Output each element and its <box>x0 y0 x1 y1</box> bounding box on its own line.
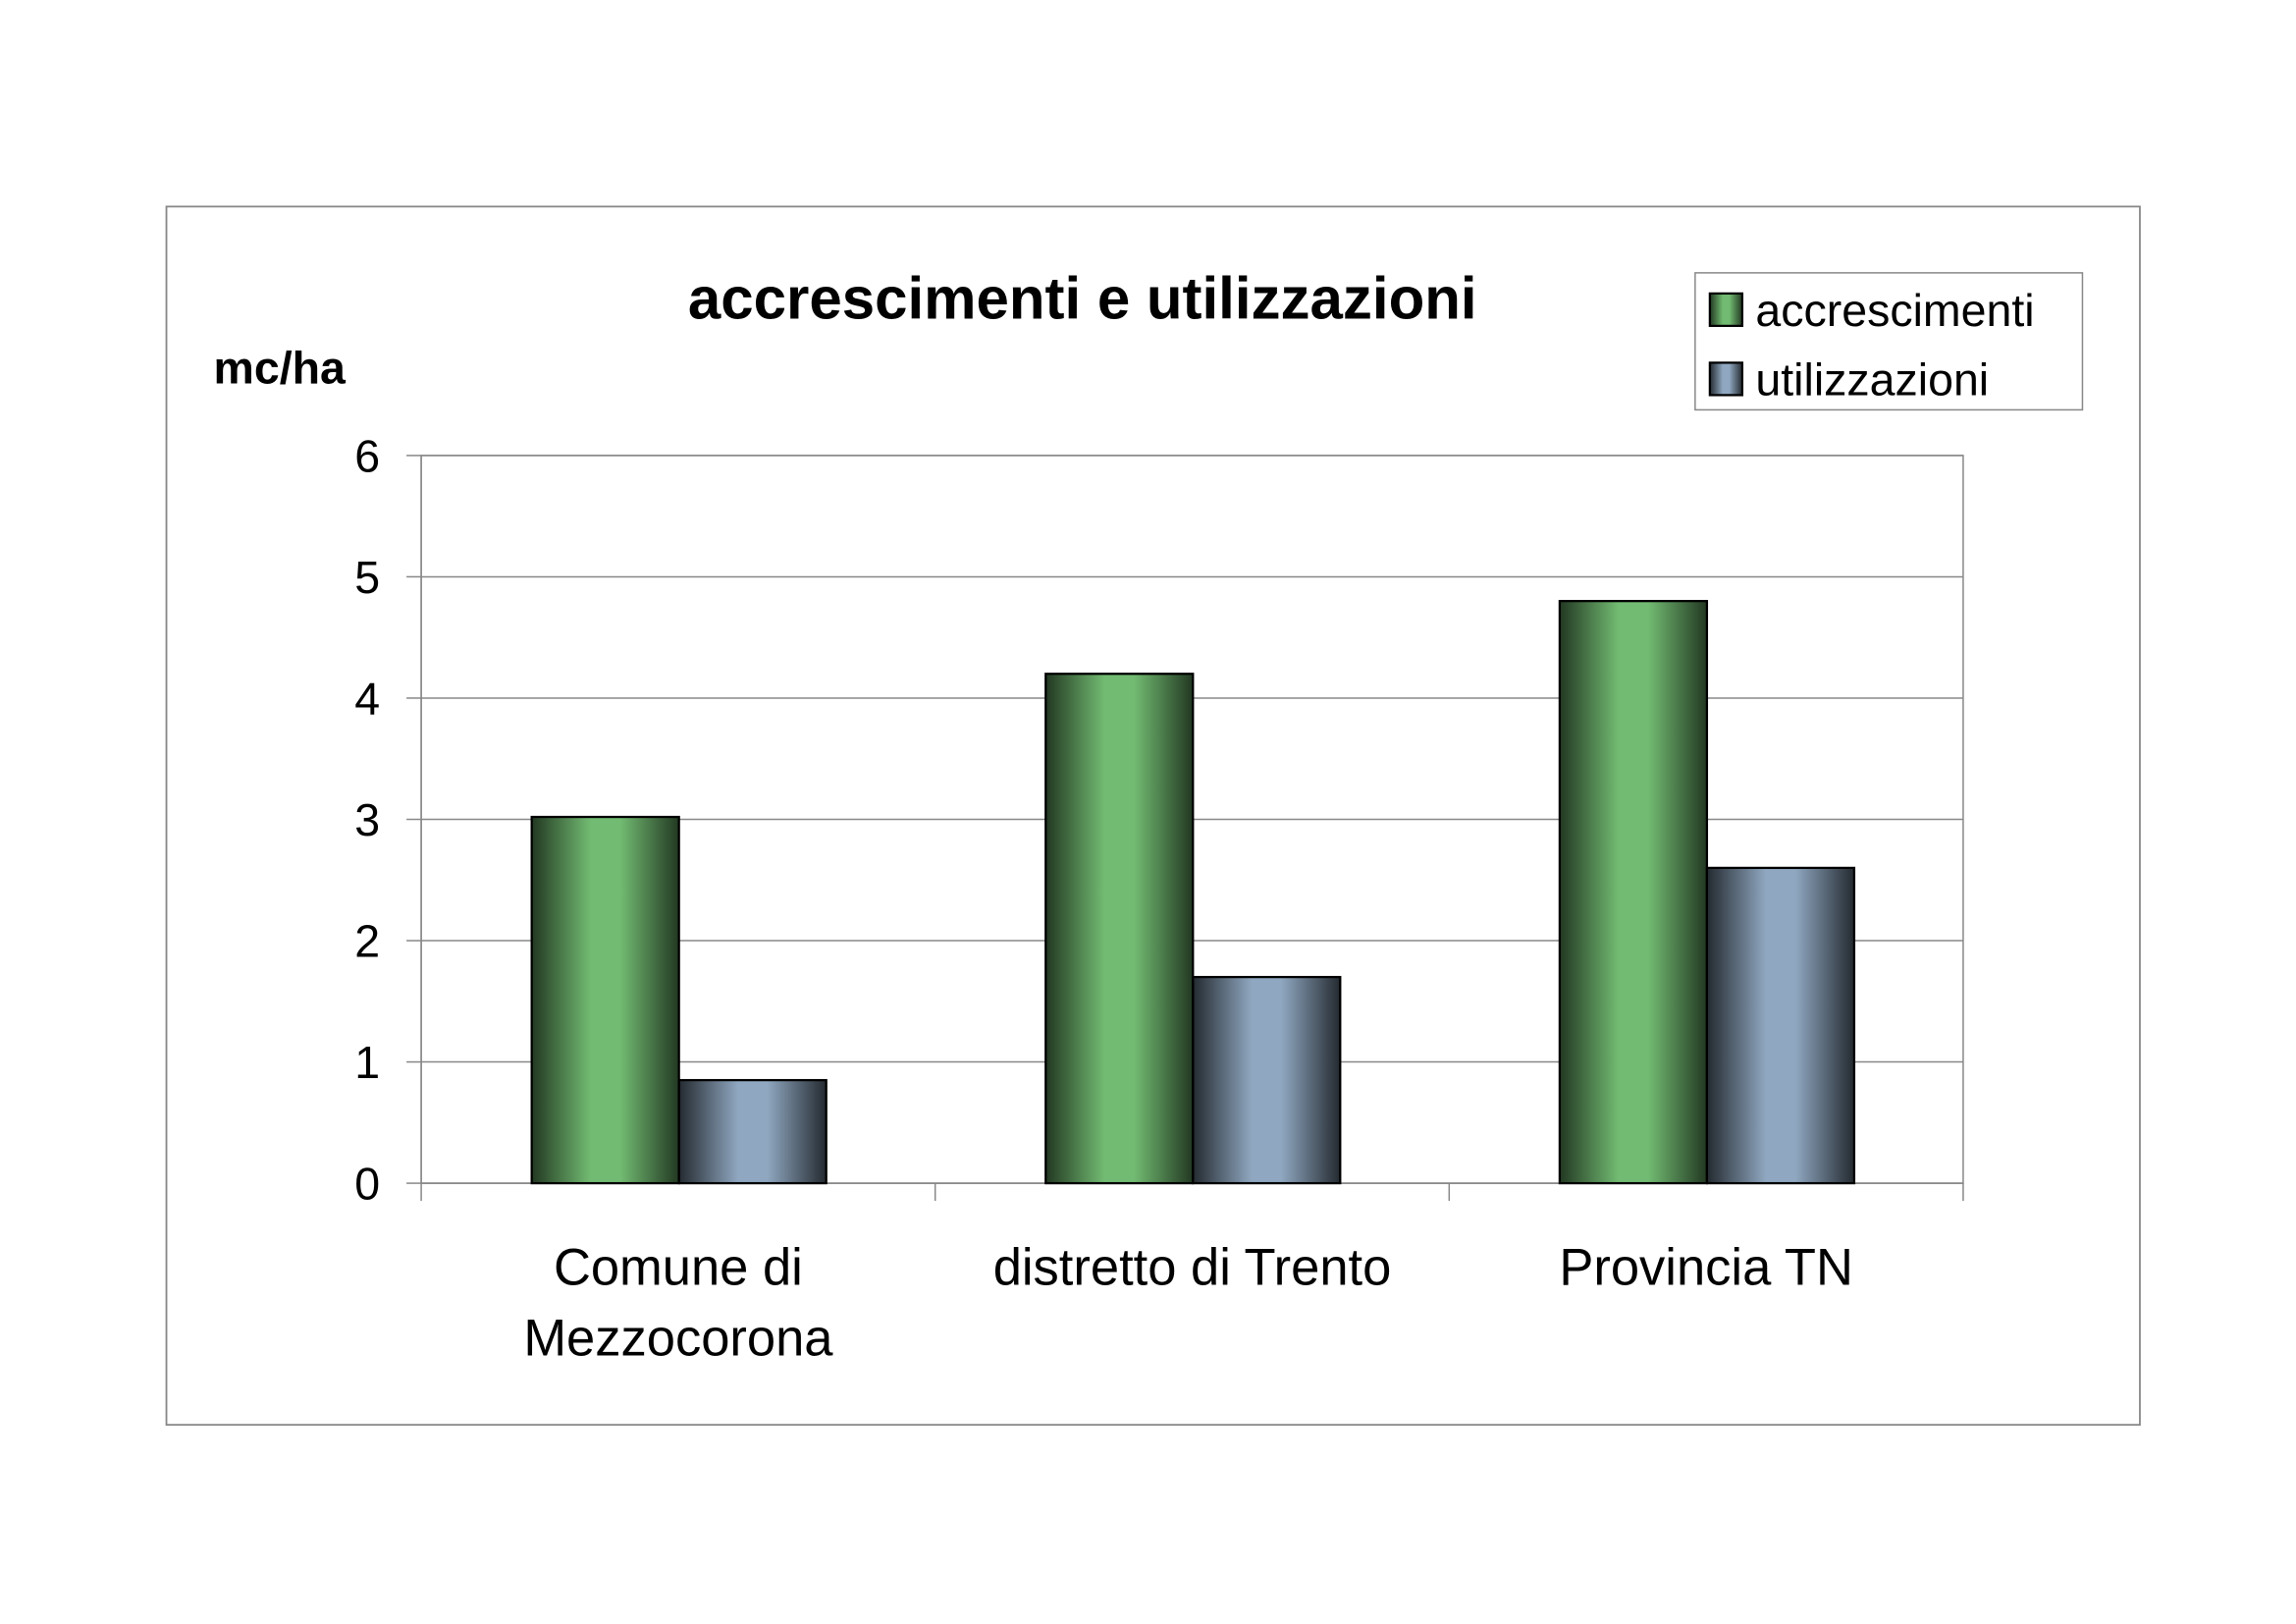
y-tick-label: 6 <box>354 430 380 481</box>
bar <box>1192 975 1342 1185</box>
legend-box <box>1694 272 2084 411</box>
legend-label: accrescimenti <box>1755 285 2034 336</box>
y-tick-label: 2 <box>354 916 380 967</box>
x-tick-label: Comune di Mezzocorona <box>523 1239 833 1368</box>
chart-title: accrescimenti e utilizzazioni <box>688 265 1477 331</box>
bar <box>677 1078 828 1185</box>
y-tick-label: 5 <box>354 552 380 603</box>
bar <box>530 815 680 1185</box>
y-tick-label: 1 <box>354 1037 380 1088</box>
x-tick-label: Provincia TN <box>1559 1239 1853 1297</box>
y-tick-label: 4 <box>354 673 380 724</box>
legend-swatch <box>1708 292 1744 328</box>
x-tick-label: distretto di Trento <box>993 1239 1392 1297</box>
y-axis-label: mc/ha <box>214 342 347 393</box>
y-tick-label: 3 <box>354 794 380 845</box>
bar <box>1558 600 1709 1185</box>
bar <box>1044 673 1195 1185</box>
bar <box>1705 866 1856 1185</box>
legend-swatch <box>1708 361 1744 397</box>
y-tick-label: 0 <box>354 1159 380 1210</box>
legend-label: utilizzazioni <box>1755 353 1989 405</box>
